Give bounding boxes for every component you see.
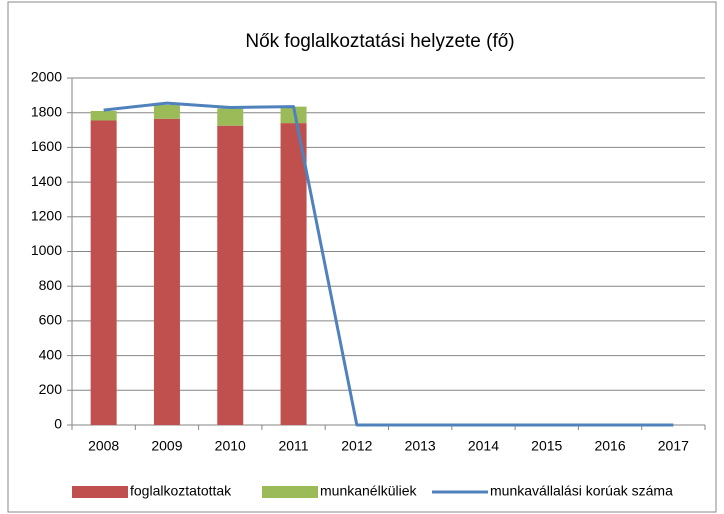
bar — [217, 108, 244, 126]
y-tick-label: 200 — [39, 381, 63, 397]
legend-label: munkanélküliek — [320, 483, 417, 499]
y-tick-label: 1000 — [31, 242, 62, 258]
legend-label: foglalkoztatottak — [130, 483, 232, 499]
bar — [153, 118, 180, 426]
x-tick-label: 2010 — [215, 438, 246, 454]
bar — [153, 104, 180, 119]
x-tick-label: 2014 — [468, 438, 499, 454]
chart-title: Nők foglalkoztatási helyzete (fő) — [245, 31, 514, 52]
legend-swatch — [72, 486, 128, 498]
bar — [90, 110, 117, 121]
x-tick-label: 2009 — [151, 438, 182, 454]
y-tick-label: 1400 — [31, 173, 62, 189]
legend-label: munkavállalási korúak száma — [490, 483, 673, 499]
x-tick-label: 2008 — [88, 438, 119, 454]
bar — [90, 120, 117, 425]
y-tick-label: 600 — [39, 312, 63, 328]
y-tick-label: 400 — [39, 346, 63, 362]
bar — [280, 123, 307, 426]
bar — [280, 106, 307, 124]
y-tick-label: 2000 — [31, 69, 62, 85]
chart-frame — [7, 1, 717, 513]
y-tick-label: 1600 — [31, 138, 62, 154]
x-tick-label: 2011 — [278, 438, 308, 454]
legend-swatch — [262, 486, 318, 498]
bar — [217, 125, 244, 426]
x-tick-label: 2017 — [658, 438, 689, 454]
y-tick-label: 800 — [39, 277, 63, 293]
line — [103, 101, 674, 427]
x-tick-label: 2016 — [594, 438, 625, 454]
x-tick-label: 2012 — [341, 438, 372, 454]
y-tick-label: 1200 — [31, 208, 62, 224]
y-tick-label: 1800 — [31, 103, 62, 119]
y-tick-label: 0 — [54, 416, 62, 432]
x-tick-label: 2013 — [405, 438, 436, 454]
x-tick-label: 2015 — [531, 438, 562, 454]
